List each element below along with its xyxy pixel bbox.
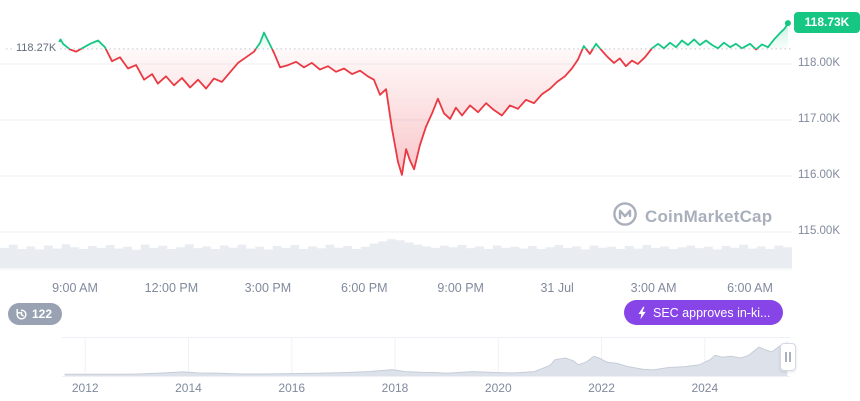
price-tick-label: 116.00K: [798, 169, 840, 181]
range-navigator[interactable]: [62, 337, 796, 377]
time-tick-label: 6:00 AM: [727, 281, 773, 295]
news-event-badge[interactable]: SEC approves in-ki...: [624, 300, 784, 325]
time-tick-label: 6:00 PM: [341, 281, 388, 295]
coinmarketcap-logo-icon: [612, 201, 638, 232]
price-tick-label: 115.00K: [798, 225, 840, 237]
current-price-badge: 118.73K: [794, 12, 860, 34]
price-tick-label: 118.00K: [798, 57, 840, 69]
price-chart-svg[interactable]: [0, 0, 795, 270]
history-icon: [15, 308, 28, 321]
year-tick-label: 2012: [71, 381, 99, 395]
year-tick-label: 2024: [691, 381, 719, 395]
year-tick-label: 2018: [381, 381, 409, 395]
lightning-icon: [637, 306, 647, 320]
navigator-resize-handle[interactable]: [780, 343, 796, 371]
drag-handle-icon: [785, 352, 791, 362]
history-count: 122: [32, 307, 53, 321]
price-tick-label: 117.00K: [798, 113, 840, 125]
year-tick-label: 2022: [588, 381, 615, 395]
time-tick-label: 9:00 AM: [52, 281, 98, 295]
time-tick-label: 31 Jul: [540, 281, 574, 295]
main-chart-area[interactable]: 118.27K CoinMarketCap: [0, 0, 795, 270]
year-tick-label: 2014: [175, 381, 202, 395]
reference-price-label: 118.27K: [12, 42, 61, 55]
time-tick-label: 9:00 PM: [437, 281, 484, 295]
year-tick-label: 2016: [278, 381, 306, 395]
time-tick-label: 3:00 PM: [244, 281, 292, 295]
news-text: SEC approves in-ki...: [653, 305, 771, 320]
year-tick-label: 2020: [484, 381, 512, 395]
time-tick-label: 3:00 AM: [630, 281, 677, 295]
watermark-text: CoinMarketCap: [645, 206, 773, 226]
navigator-chart-svg[interactable]: [62, 338, 790, 376]
time-tick-label: 12:00 PM: [144, 281, 199, 295]
history-count-badge[interactable]: 122: [8, 303, 63, 325]
coinmarketcap-watermark: CoinMarketCap: [612, 201, 772, 232]
